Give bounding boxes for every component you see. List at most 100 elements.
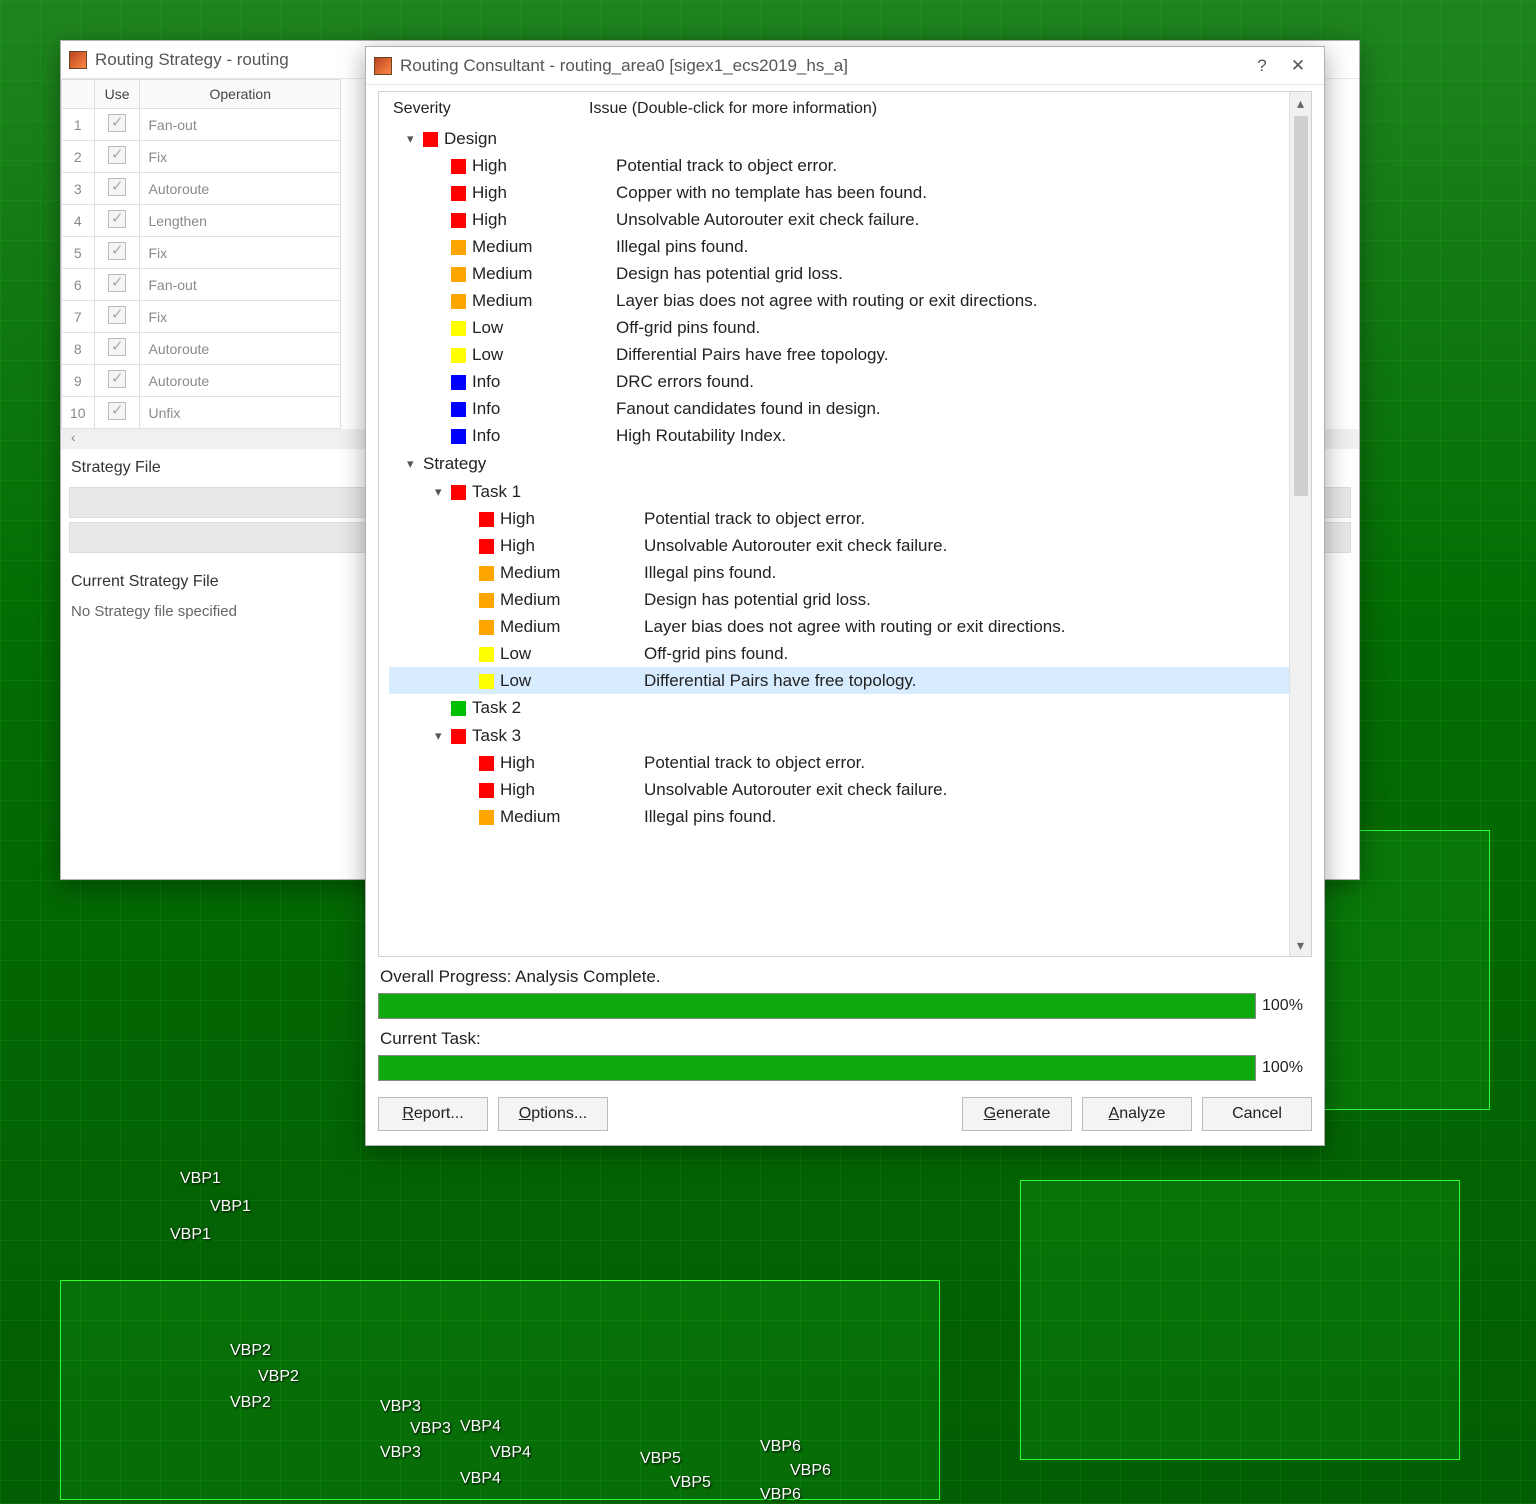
severity-text: Low [472, 342, 503, 367]
strategy-row[interactable]: 4Lengthen [62, 205, 341, 237]
row-number: 7 [62, 301, 95, 333]
issue-row[interactable]: HighPotential track to object error. [389, 749, 1289, 776]
use-checkbox-cell[interactable] [94, 301, 140, 333]
strategy-row[interactable]: 10Unfix [62, 397, 341, 429]
help-button[interactable]: ? [1244, 50, 1280, 82]
report-button[interactable]: Report... [378, 1097, 488, 1131]
severity-text: Medium [472, 261, 532, 286]
row-number: 5 [62, 237, 95, 269]
issue-row[interactable]: LowDifferential Pairs have free topology… [389, 341, 1289, 368]
strategy-row[interactable]: 9Autoroute [62, 365, 341, 397]
issue-row[interactable]: MediumIllegal pins found. [389, 233, 1289, 260]
issue-row[interactable]: InfoHigh Routability Index. [389, 422, 1289, 449]
col-blank [62, 80, 95, 109]
generate-button[interactable]: Generate [962, 1097, 1072, 1131]
use-checkbox-cell[interactable] [94, 333, 140, 365]
tree-group[interactable]: Strategy [389, 449, 1289, 477]
use-checkbox-cell[interactable] [94, 269, 140, 301]
consultant-titlebar[interactable]: Routing Consultant - routing_area0 [sige… [366, 47, 1324, 85]
strategy-row[interactable]: 6Fan-out [62, 269, 341, 301]
use-checkbox-cell[interactable] [94, 237, 140, 269]
issue-row[interactable]: LowOff-grid pins found. [389, 314, 1289, 341]
use-checkbox-cell[interactable] [94, 109, 140, 141]
use-checkbox-cell[interactable] [94, 173, 140, 205]
checkbox-icon[interactable] [108, 402, 126, 420]
severity-text: Medium [500, 614, 560, 639]
operation-cell: Autoroute [140, 365, 341, 397]
checkbox-icon[interactable] [108, 146, 126, 164]
issue-message: Design has potential grid loss. [616, 261, 1289, 286]
severity-text: Medium [500, 560, 560, 585]
issue-row[interactable]: LowOff-grid pins found. [389, 640, 1289, 667]
issue-message: Design has potential grid loss. [644, 587, 1289, 612]
issue-row[interactable]: HighUnsolvable Autorouter exit check fai… [389, 776, 1289, 803]
issue-row[interactable]: HighCopper with no template has been fou… [389, 179, 1289, 206]
issue-scrollbar[interactable]: ▴ ▾ [1289, 92, 1311, 956]
checkbox-icon[interactable] [108, 114, 126, 132]
checkbox-icon[interactable] [108, 274, 126, 292]
operation-cell: Fix [140, 141, 341, 173]
operation-cell: Fix [140, 237, 341, 269]
checkbox-icon[interactable] [108, 370, 126, 388]
col-use[interactable]: Use [94, 80, 140, 109]
col-operation[interactable]: Operation [140, 80, 341, 109]
current-task-fill [379, 1056, 1255, 1080]
issue-row[interactable]: InfoDRC errors found. [389, 368, 1289, 395]
strategy-row[interactable]: 5 Fix [62, 237, 341, 269]
operation-cell: Autoroute [140, 333, 341, 365]
checkbox-icon[interactable] [108, 178, 126, 196]
use-checkbox-cell[interactable] [94, 365, 140, 397]
cancel-button[interactable]: Cancel [1202, 1097, 1312, 1131]
scroll-down-icon[interactable]: ▾ [1290, 934, 1311, 956]
operation-cell: Lengthen [140, 205, 341, 237]
options-button-rest: ptions... [531, 1105, 587, 1122]
strategy-row[interactable]: 3Autoroute [62, 173, 341, 205]
use-checkbox-cell[interactable] [94, 141, 140, 173]
strategy-row[interactable]: 7Fix [62, 301, 341, 333]
expand-caret-icon[interactable] [435, 722, 451, 748]
issue-message: Copper with no template has been found. [616, 180, 1289, 205]
issue-row[interactable]: MediumDesign has potential grid loss. [389, 586, 1289, 613]
expand-caret-icon[interactable] [435, 478, 451, 504]
issue-row[interactable]: InfoFanout candidates found in design. [389, 395, 1289, 422]
options-button[interactable]: Options... [498, 1097, 608, 1131]
issue-row[interactable]: MediumIllegal pins found. [389, 559, 1289, 586]
issue-row[interactable]: HighPotential track to object error. [389, 152, 1289, 179]
use-checkbox-cell[interactable] [94, 205, 140, 237]
issue-row[interactable]: Low Differential Pairs have free topology… [389, 667, 1289, 694]
expand-caret-icon[interactable] [407, 125, 423, 151]
strategy-row[interactable]: 2 Fix [62, 141, 341, 173]
severity-text: Low [500, 668, 531, 693]
scroll-thumb[interactable] [1294, 116, 1308, 496]
strategy-row[interactable]: 1Fan-out [62, 109, 341, 141]
tree-group[interactable]: Design [389, 124, 1289, 152]
issue-row[interactable]: HighUnsolvable Autorouter exit check fai… [389, 206, 1289, 233]
checkbox-icon[interactable] [108, 306, 126, 324]
checkbox-icon[interactable] [108, 242, 126, 260]
tree-group[interactable]: Task 3 [389, 721, 1289, 749]
scroll-up-icon[interactable]: ▴ [1290, 92, 1311, 114]
row-number: 8 [62, 333, 95, 365]
issue-message: Differential Pairs have free topology. [644, 668, 1289, 693]
severity-swatch-icon [451, 729, 466, 744]
tree-group[interactable]: Task 2 [389, 694, 1289, 721]
checkbox-icon[interactable] [108, 338, 126, 356]
row-number: 10 [62, 397, 95, 429]
checkbox-icon[interactable] [108, 210, 126, 228]
issue-row[interactable]: HighUnsolvable Autorouter exit check fai… [389, 532, 1289, 559]
row-number: 2 [62, 141, 95, 173]
strategy-row[interactable]: 8 Autoroute [62, 333, 341, 365]
issue-row[interactable]: Medium Design has potential grid loss. [389, 260, 1289, 287]
close-button[interactable]: ✕ [1280, 50, 1316, 82]
tree-group[interactable]: Task 1 [389, 477, 1289, 505]
use-checkbox-cell[interactable] [94, 397, 140, 429]
strategy-app-icon [69, 51, 87, 69]
issue-row[interactable]: HighPotential track to object error. [389, 505, 1289, 532]
issue-header-row: Severity Issue (Double-click for more in… [389, 98, 1289, 124]
issue-row[interactable]: MediumIllegal pins found. [389, 803, 1289, 830]
issue-row[interactable]: MediumLayer bias does not agree with rou… [389, 287, 1289, 314]
expand-caret-icon[interactable] [407, 450, 423, 476]
analyze-button[interactable]: Analyze [1082, 1097, 1192, 1131]
consultant-app-icon [374, 57, 392, 75]
issue-row[interactable]: MediumLayer bias does not agree with rou… [389, 613, 1289, 640]
